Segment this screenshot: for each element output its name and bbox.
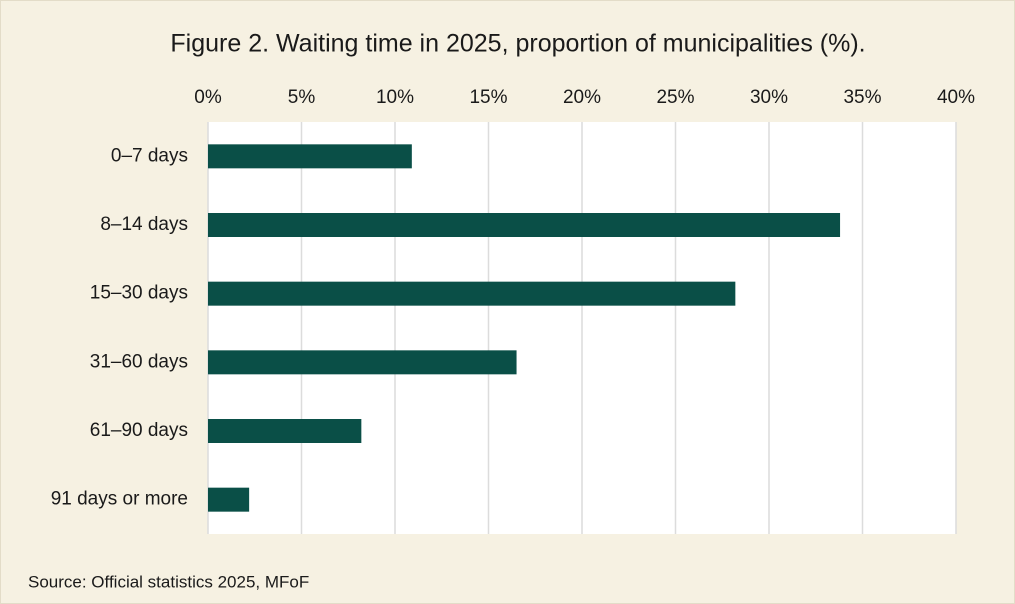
- bar: [208, 144, 412, 169]
- x-tick-label: 10%: [376, 87, 414, 108]
- y-tick-label: 8–14 days: [100, 214, 188, 235]
- x-tick-label: 35%: [843, 87, 881, 108]
- chart-title: Figure 2. Waiting time in 2025, proporti…: [170, 30, 865, 58]
- bar: [208, 281, 736, 306]
- bar: [208, 213, 841, 237]
- y-tick-label: 61–90 days: [90, 420, 188, 441]
- x-tick-label: 15%: [469, 87, 507, 108]
- y-tick-label: 91 days or more: [51, 489, 188, 510]
- bar: [208, 419, 362, 443]
- x-tick-label: 30%: [750, 87, 788, 108]
- x-tick-label: 25%: [656, 87, 694, 108]
- bar: [208, 487, 250, 512]
- x-tick-label: 0%: [194, 87, 222, 108]
- x-tick-label: 20%: [563, 87, 601, 108]
- source-note: Source: Official statistics 2025, MFoF: [28, 572, 309, 591]
- bar: [208, 350, 517, 375]
- y-tick-label: 15–30 days: [90, 283, 188, 304]
- y-tick-label: 0–7 days: [111, 145, 188, 166]
- x-tick-label: 5%: [288, 87, 316, 108]
- y-tick-label: 31–60 days: [90, 351, 188, 372]
- x-tick-label: 40%: [937, 87, 975, 108]
